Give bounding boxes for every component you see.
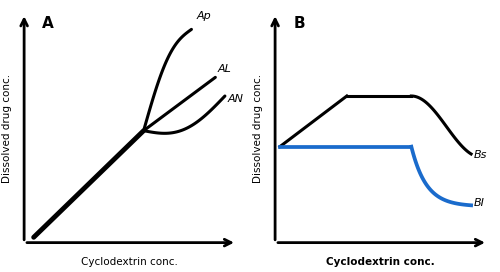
Text: AL: AL <box>218 64 232 74</box>
Text: Cyclodextrin conc.: Cyclodextrin conc. <box>81 256 178 267</box>
Text: Ap: Ap <box>196 11 211 21</box>
Text: Dissolved drug conc.: Dissolved drug conc. <box>2 73 12 183</box>
Text: AN: AN <box>228 94 244 104</box>
Text: A: A <box>42 16 54 31</box>
Text: B: B <box>293 16 305 31</box>
Text: Cyclodextrin conc.: Cyclodextrin conc. <box>326 256 434 267</box>
Text: BI: BI <box>474 198 484 208</box>
Text: Bs: Bs <box>474 150 487 160</box>
Text: Dissolved drug conc.: Dissolved drug conc. <box>254 73 264 183</box>
